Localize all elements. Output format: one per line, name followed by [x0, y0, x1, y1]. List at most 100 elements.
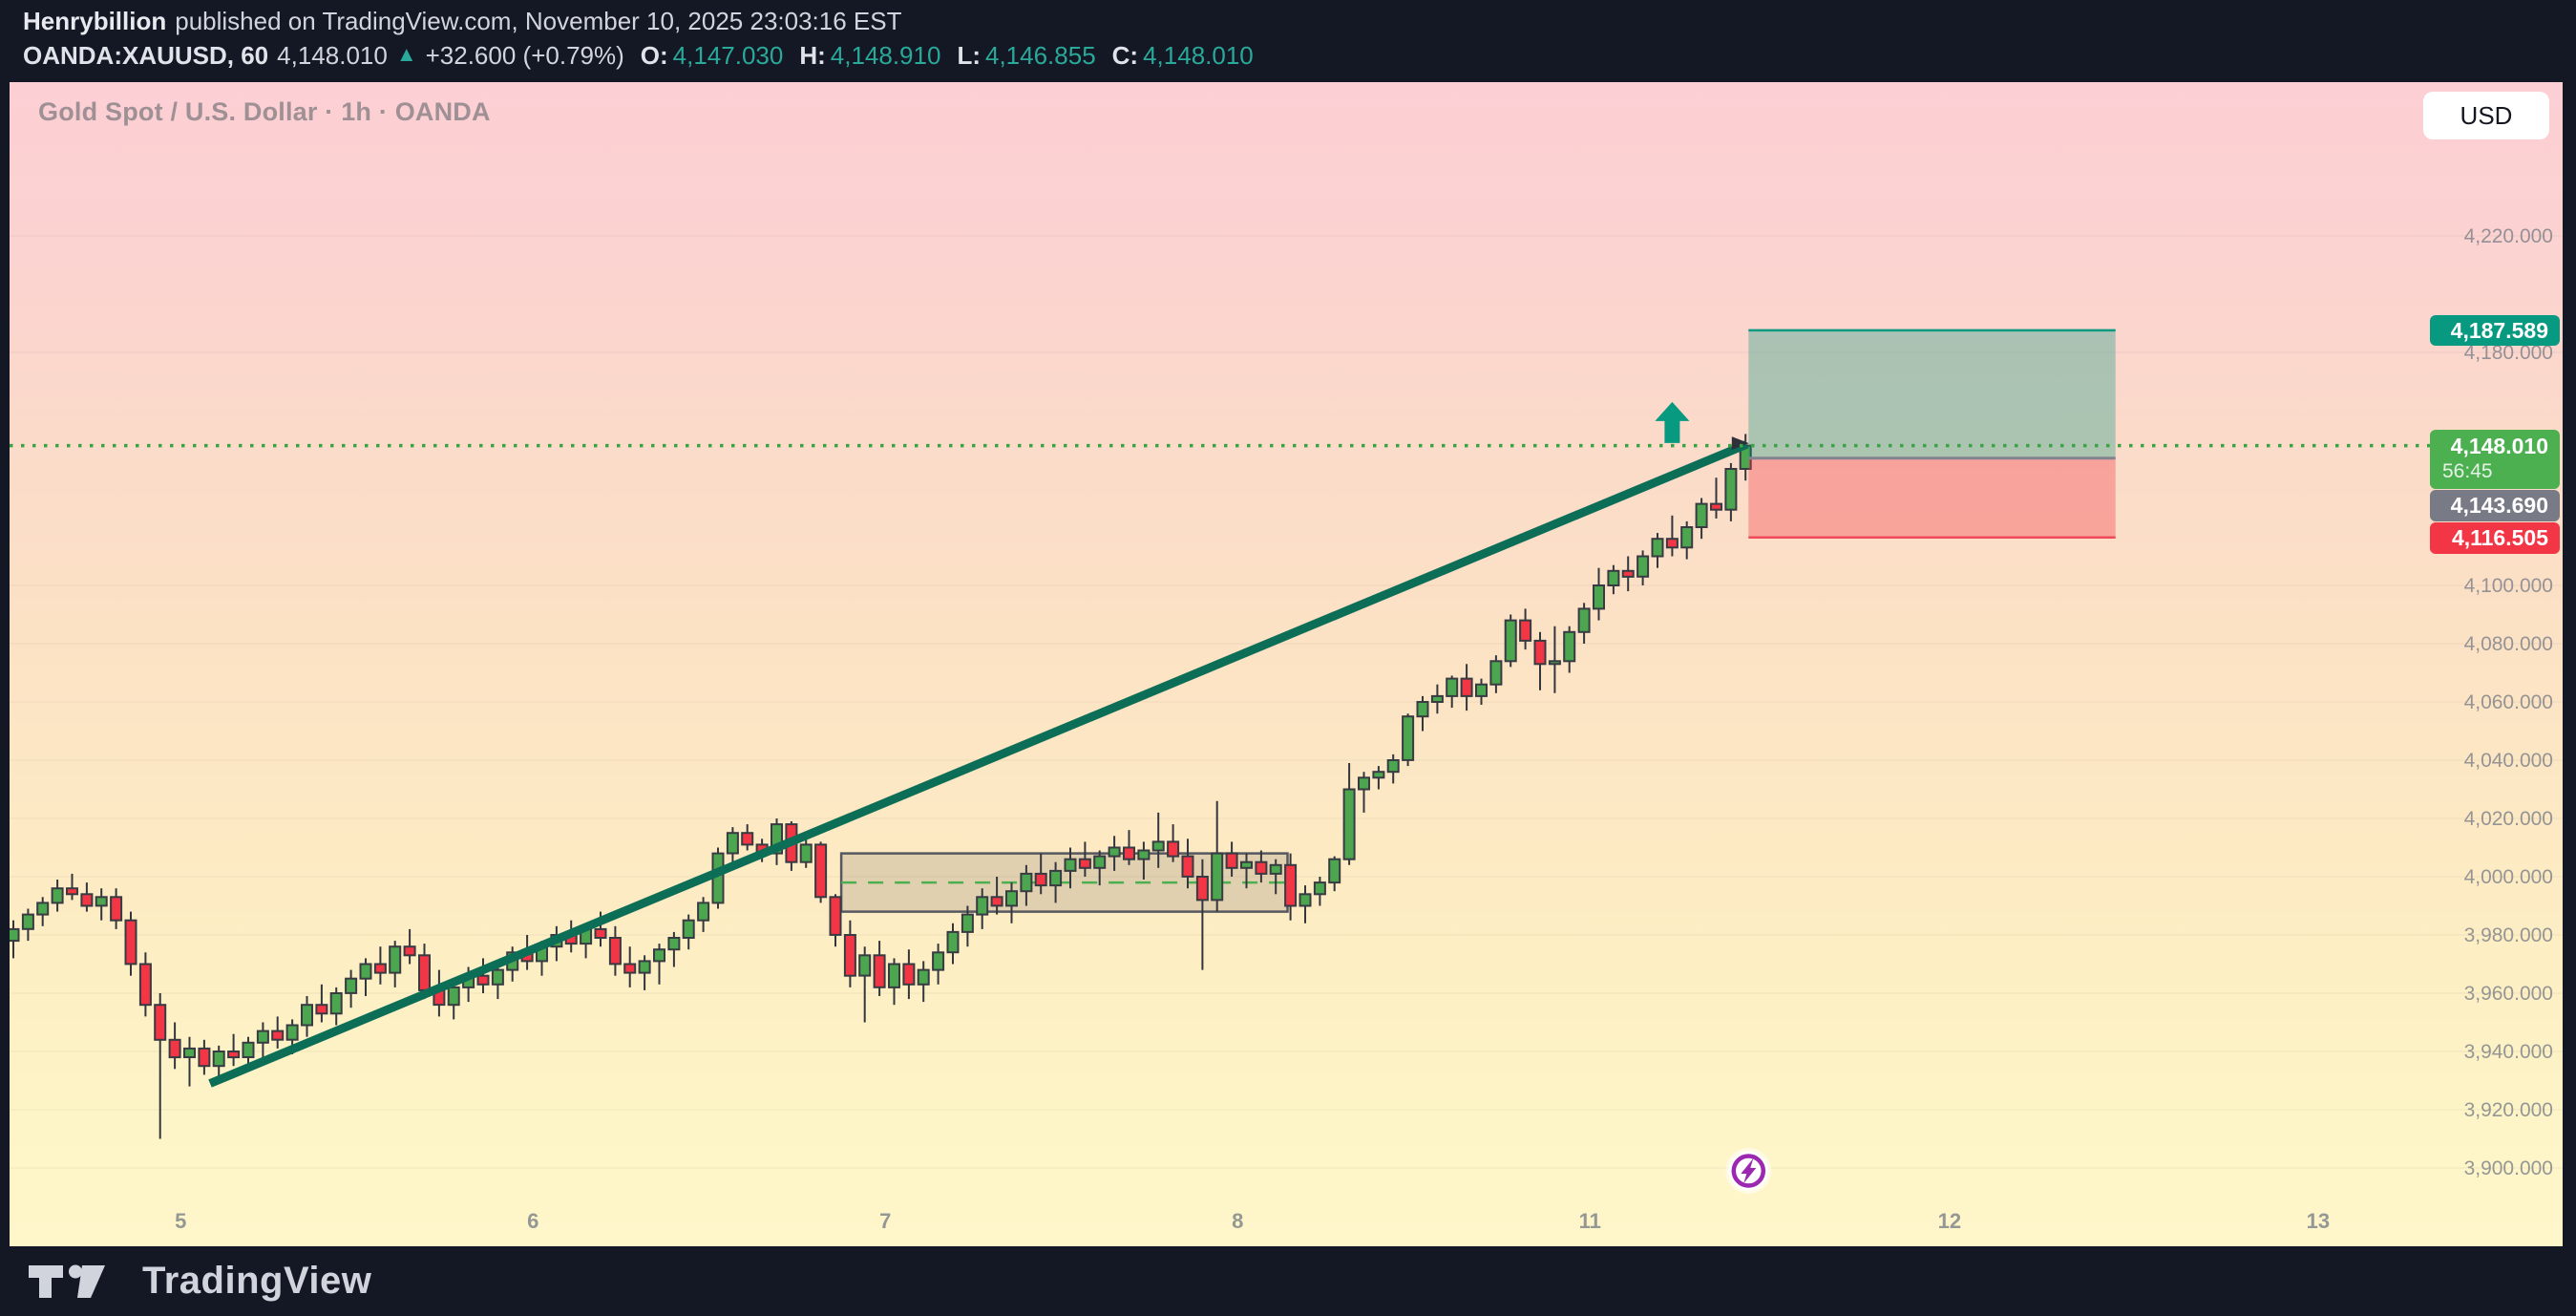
- candle: [138, 963, 152, 1007]
- trendline-drawing[interactable]: [208, 436, 1749, 1088]
- candle: [1430, 694, 1444, 704]
- loss-zone[interactable]: [1748, 457, 2116, 538]
- candle: [242, 1041, 255, 1058]
- candle: [771, 823, 783, 855]
- tradingview-logo-text[interactable]: TradingView: [142, 1260, 372, 1302]
- last-price: 4,148.010: [277, 40, 388, 70]
- candle: [373, 963, 387, 974]
- chart-pane[interactable]: 4,220.000 4,180.000 4,100.000 4,080.000 4,06…: [10, 82, 2563, 1246]
- candle: [1446, 677, 1459, 697]
- candle: [315, 1004, 328, 1015]
- chart-canvas[interactable]: 4,220.000 4,180.000 4,100.000 4,080.000 4,06…: [10, 82, 2563, 1246]
- candle: [1211, 852, 1224, 902]
- candle: [990, 896, 1003, 907]
- chart-legend-title: Gold Spot / U.S. Dollar · 1h · OANDA: [38, 97, 491, 126]
- candle: [36, 902, 50, 916]
- time-tick-label: 12: [1938, 1209, 1961, 1233]
- candle: [359, 963, 372, 980]
- candle: [1621, 569, 1635, 578]
- open-label: O:: [640, 40, 668, 70]
- candle: [1504, 619, 1517, 663]
- candle: [301, 1004, 313, 1027]
- price-tick-label: 4,060.000: [2464, 691, 2553, 713]
- close-value: 4,148.010: [1143, 40, 1254, 70]
- candle: [21, 913, 34, 930]
- candle: [389, 945, 402, 974]
- grid-lines: [10, 235, 2563, 1169]
- entry-price-label: 4,143.690: [2430, 489, 2560, 521]
- price-tick-label: 4,000.000: [2464, 866, 2553, 888]
- candle: [10, 927, 20, 943]
- candle: [1255, 860, 1268, 875]
- candle: [902, 963, 916, 986]
- candle: [1563, 630, 1576, 663]
- time-tick-label: 5: [175, 1209, 186, 1233]
- candle: [1358, 776, 1370, 791]
- candle: [1093, 855, 1107, 869]
- candle: [1284, 863, 1298, 907]
- candle: [256, 1029, 269, 1044]
- candle: [1181, 855, 1194, 878]
- candle: [1005, 890, 1018, 907]
- candle: [154, 1004, 167, 1041]
- candle: [271, 1029, 285, 1041]
- candle: [1034, 872, 1047, 887]
- candle: [1372, 771, 1385, 779]
- price-tick-label: 3,900.000: [2464, 1157, 2553, 1179]
- lightning-boost-button[interactable]: [1725, 1148, 1772, 1194]
- target-price-value: 4,187.589: [2450, 317, 2548, 343]
- quote-line: OANDA:XAUUSD, 60 4,148.010 ▲ +32.600 (+0…: [23, 38, 2576, 73]
- candle: [476, 974, 490, 986]
- price-scale[interactable]: 4,220.000 4,180.000 4,100.000 4,080.000 4,06…: [2464, 225, 2553, 1179]
- time-tick-label: 13: [2307, 1209, 2330, 1233]
- candle: [697, 902, 710, 922]
- candle: [594, 927, 607, 940]
- author-name: Henrybillion: [23, 6, 167, 35]
- candle: [843, 934, 856, 977]
- candle: [1078, 858, 1091, 869]
- candle: [1151, 840, 1165, 852]
- candle: [873, 954, 886, 988]
- arrow-up-marker[interactable]: [1655, 401, 1690, 443]
- candle: [682, 919, 695, 940]
- candle: [1607, 569, 1620, 586]
- byline: Henrybillion published on TradingView.co…: [23, 4, 2576, 38]
- candle: [1020, 872, 1033, 893]
- candle: [95, 896, 108, 907]
- price-tick-label: 4,100.000: [2464, 575, 2553, 597]
- candle: [285, 1024, 299, 1041]
- last-price-label: 4,148.010 56:45: [2430, 429, 2560, 489]
- lightning-ring: [1731, 1154, 1766, 1188]
- stop-price-value: 4,116.505: [2451, 524, 2548, 550]
- time-tick-label: 7: [879, 1209, 891, 1233]
- candle: [608, 937, 622, 966]
- candle: [1064, 858, 1077, 872]
- byline-text: published on TradingView.com, November 1…: [175, 6, 902, 35]
- candle: [80, 893, 94, 907]
- time-scale[interactable]: 5 6 7 8 11 12 13: [175, 1209, 2330, 1233]
- close-label: C:: [1111, 40, 1139, 70]
- candle: [1299, 893, 1312, 907]
- long-position-drawing[interactable]: [1748, 329, 2116, 539]
- price-tick-label: 4,020.000: [2464, 808, 2553, 830]
- candle: [829, 896, 842, 936]
- price-tick-label: 4,180.000: [2464, 342, 2553, 364]
- candle: [1651, 538, 1664, 558]
- price-tick-label: 3,940.000: [2464, 1041, 2553, 1063]
- candle: [1123, 846, 1135, 860]
- candle: [1049, 869, 1063, 887]
- candle: [329, 992, 343, 1015]
- snapshot-footer: TradingView: [0, 1246, 2576, 1316]
- stop-price-label: 4,116.505: [2430, 521, 2560, 554]
- time-tick-label: 6: [527, 1209, 538, 1233]
- candle: [1460, 677, 1473, 697]
- candle: [1386, 759, 1400, 774]
- candle: [1533, 639, 1547, 666]
- tradingview-logo-icon[interactable]: [27, 1260, 130, 1304]
- currency-toggle-button[interactable]: USD: [2423, 92, 2549, 139]
- target-price-label: 4,187.589: [2430, 314, 2560, 346]
- candle: [403, 945, 416, 957]
- candle: [168, 1038, 181, 1059]
- profit-zone[interactable]: [1748, 329, 2116, 458]
